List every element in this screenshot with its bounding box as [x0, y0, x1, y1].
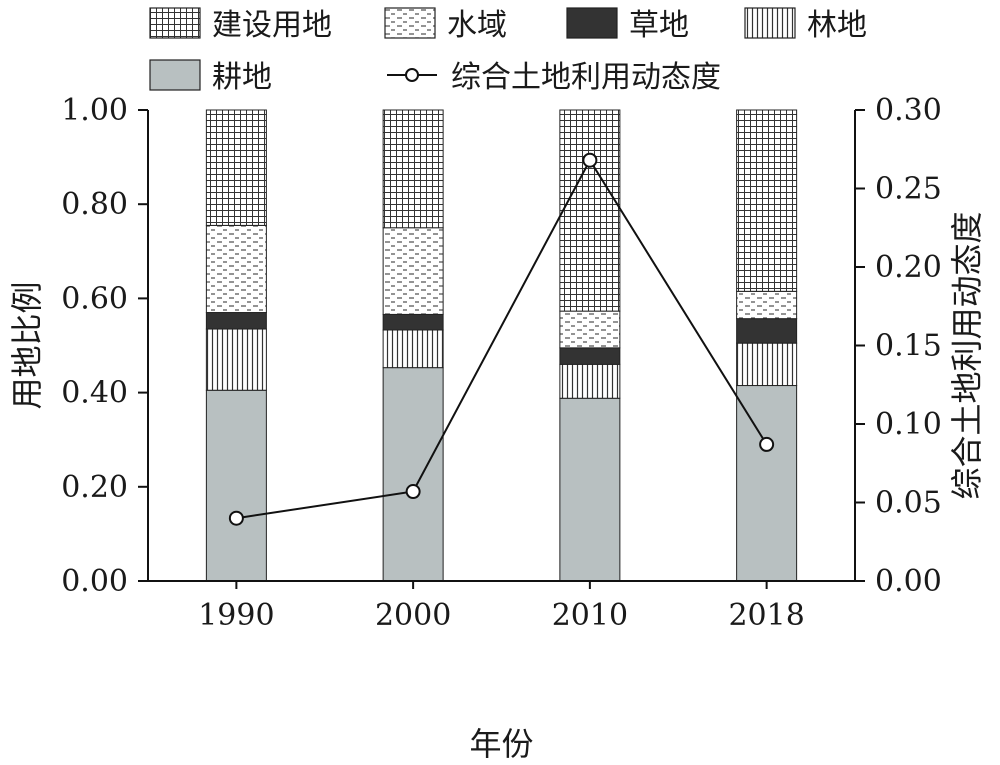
bar-stack-2000 — [382, 109, 444, 582]
bar-stack-2018 — [736, 109, 798, 582]
left-tick-label: 0.20 — [61, 470, 128, 505]
line-point-2018 — [759, 436, 775, 452]
right-tick-label: 0.25 — [875, 172, 942, 207]
y2-axis-title: 综合土地利用动态度 — [948, 211, 986, 499]
bar-stack-2010 — [559, 109, 621, 582]
bar-耕地-2010 — [559, 397, 621, 582]
bar-草地-2000 — [382, 313, 444, 331]
bar-林地-2000 — [382, 329, 444, 369]
bar-建设用地-1990 — [205, 109, 267, 226]
legend-swatch — [384, 7, 436, 39]
legend-item-综合土地利用动态度: 综合土地利用动态度 — [387, 60, 721, 95]
bar-草地-1990 — [205, 312, 267, 330]
legend-swatch — [566, 7, 618, 39]
right-tick-label: 0.10 — [875, 407, 942, 442]
line-综合土地利用动态度 — [236, 158, 768, 520]
left-tick-label: 1.00 — [61, 93, 128, 128]
legend-label: 建设用地 — [212, 8, 332, 43]
line-point-2000 — [405, 484, 421, 500]
x-tick-label: 2018 — [728, 598, 804, 633]
bar-草地-2010 — [559, 347, 621, 365]
axes: 0.00 0.20 0.40 0.60 0.80 1.00 0.00 0.05 0.10 0.15… — [8, 93, 986, 763]
left-tick-label: 0.40 — [61, 376, 128, 411]
right-tick-label: 0.05 — [875, 486, 942, 521]
bar-林地-2010 — [559, 363, 621, 399]
legend-item-林地: 林地 — [744, 7, 867, 43]
right-tick-label: 0.20 — [875, 250, 942, 285]
legend-item-草地: 草地 — [566, 7, 689, 43]
legend-label: 综合土地利用动态度 — [451, 60, 721, 95]
line-point-1990 — [228, 510, 244, 526]
bar-建设用地-2018 — [736, 109, 798, 292]
bar-耕地-2000 — [382, 367, 444, 582]
legend-label: 水域 — [447, 8, 507, 43]
legend-marker — [405, 68, 419, 82]
bar-草地-2018 — [736, 318, 798, 344]
plot-area — [205, 109, 798, 582]
legend-item-建设用地: 建设用地 — [149, 7, 332, 43]
bar-水域-2000 — [382, 227, 444, 315]
x-axis-title: 年份 — [469, 725, 533, 763]
bar-林地-2018 — [736, 342, 798, 387]
legend-swatch — [744, 7, 796, 39]
bar-耕地-1990 — [205, 389, 267, 582]
bar-水域-1990 — [205, 224, 267, 314]
bar-水域-2018 — [736, 290, 798, 320]
bar-建设用地-2010 — [559, 109, 621, 312]
x-tick-label: 2000 — [375, 598, 451, 633]
bar-耕地-2018 — [736, 385, 798, 582]
bar-水域-2010 — [559, 310, 621, 349]
left-tick-label: 0.60 — [61, 281, 128, 316]
y-axis-title: 用地比例 — [8, 281, 46, 409]
bar-林地-1990 — [205, 328, 267, 391]
legend-label: 林地 — [807, 8, 867, 43]
legend-item-耕地: 耕地 — [149, 59, 272, 95]
left-tick-label: 0.00 — [61, 564, 128, 599]
right-tick-label: 0.00 — [875, 564, 942, 599]
legend-label: 耕地 — [212, 60, 272, 95]
right-tick-label: 0.30 — [875, 93, 942, 128]
right-tick-label: 0.15 — [875, 329, 942, 364]
legend-label: 草地 — [629, 8, 689, 43]
legend-swatch — [149, 7, 201, 39]
bar-stack-1990 — [205, 109, 267, 582]
left-tick-label: 0.80 — [61, 187, 128, 222]
x-tick-label: 1990 — [198, 598, 274, 633]
legend-item-水域: 水域 — [384, 7, 507, 43]
bar-建设用地-2000 — [382, 109, 444, 229]
line-point-2010 — [582, 152, 598, 168]
x-tick-label: 2010 — [552, 598, 628, 633]
legend-swatch — [149, 59, 201, 91]
